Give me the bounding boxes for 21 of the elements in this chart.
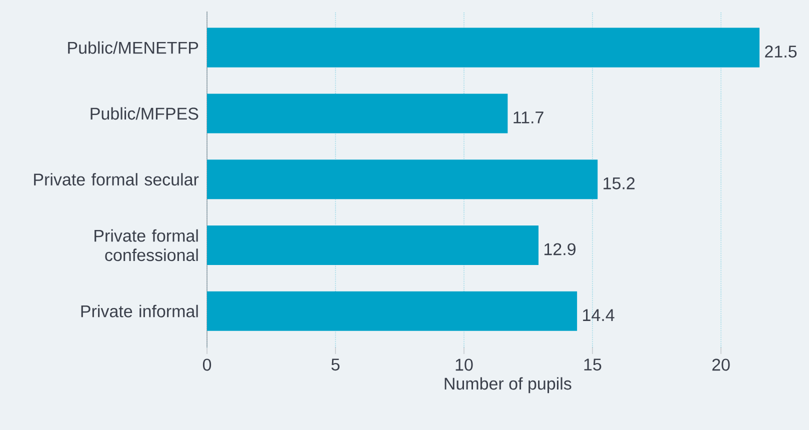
y-tick-label: Public/MENETFP <box>68 41 198 54</box>
x-tick-label: 5 <box>331 358 340 371</box>
data-label: 12.9 <box>544 243 576 256</box>
x-axis-title: Number of pupils <box>444 377 572 394</box>
bar <box>207 28 760 68</box>
bar <box>207 160 598 200</box>
bar <box>207 291 578 331</box>
x-tick-label: 10 <box>456 358 473 371</box>
data-label: 15.2 <box>604 177 635 190</box>
x-tick-label: 15 <box>584 358 602 371</box>
y-tick-label: Private formal confessional <box>94 229 198 262</box>
data-label: 14.4 <box>583 309 614 321</box>
data-label: 21.5 <box>765 46 797 58</box>
y-tick-label: Private formal secular <box>34 173 199 186</box>
y-tick-label: Private informal <box>81 304 198 318</box>
data-label: 11.7 <box>514 112 544 124</box>
y-tick-label: Public/MFPES <box>90 107 198 120</box>
bar <box>207 225 539 265</box>
bar <box>207 94 508 134</box>
x-tick-label: 0 <box>202 358 212 371</box>
x-tick-label: 20 <box>712 358 730 371</box>
